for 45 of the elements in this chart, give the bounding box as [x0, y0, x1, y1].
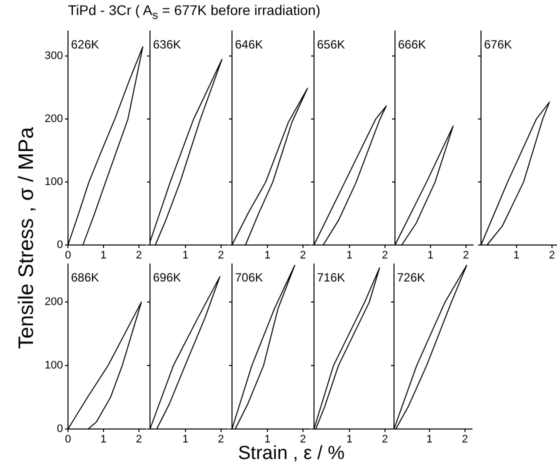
x-tick-label: 2: [382, 434, 388, 446]
y-tick-label: 300: [44, 50, 63, 62]
text: 626K: [71, 37, 100, 52]
text: 696K: [153, 270, 182, 284]
x-tick-label: 1: [346, 250, 353, 262]
x-tick-label: 2: [218, 434, 224, 446]
x-tick-label: 2: [218, 250, 224, 262]
x-tick-label: 1: [264, 250, 271, 262]
x-tick-label: 2: [462, 250, 469, 262]
x-tick-label: 1: [513, 250, 520, 262]
text: 686K: [71, 270, 100, 284]
text: 716K: [317, 270, 346, 284]
text: 646K: [235, 37, 264, 52]
x-tick-label: 2: [300, 434, 306, 446]
y-tick-label: 100: [44, 176, 63, 188]
y-tick-label: 200: [44, 296, 63, 308]
x-tick-label: 2: [136, 250, 142, 262]
x-tick-label: 1: [426, 434, 433, 446]
text: 676K: [484, 37, 512, 52]
text: 636K: [153, 37, 182, 52]
text: 706K: [235, 270, 264, 284]
y-tick-label: 0: [56, 239, 63, 252]
x-tick-label: 2: [136, 434, 142, 446]
y-tick-label: 200: [44, 113, 63, 126]
x-tick-label: 2: [382, 250, 388, 262]
x-tick-label: 2: [300, 250, 306, 262]
x-tick-label: 1: [100, 250, 107, 262]
x-tick-label: 0: [64, 250, 72, 262]
text: 726K: [397, 270, 426, 284]
x-tick-label: 2: [548, 250, 555, 262]
y-tick-label: 0: [56, 423, 63, 436]
text: TiPd - 3Cr ( A$_{s}$ = 677K before irradiation): [68, 2, 320, 22]
text: 656K: [317, 37, 346, 52]
x-tick-label: 1: [427, 250, 434, 262]
x-tick-label: 1: [264, 434, 271, 446]
x-tick-label: 1: [346, 434, 353, 446]
x-tick-label: 0: [64, 434, 72, 446]
y-axis-title: Tensile Stress , σ / MPa: [15, 126, 39, 351]
x-axis-title: Strain , ε / %: [238, 443, 345, 465]
text: 666K: [398, 37, 426, 52]
x-tick-label: 1: [182, 250, 189, 262]
x-tick-label: 1: [100, 434, 107, 446]
y-tick-label: 100: [44, 360, 63, 372]
x-tick-label: 1: [182, 434, 189, 446]
x-tick-label: 2: [462, 434, 468, 446]
